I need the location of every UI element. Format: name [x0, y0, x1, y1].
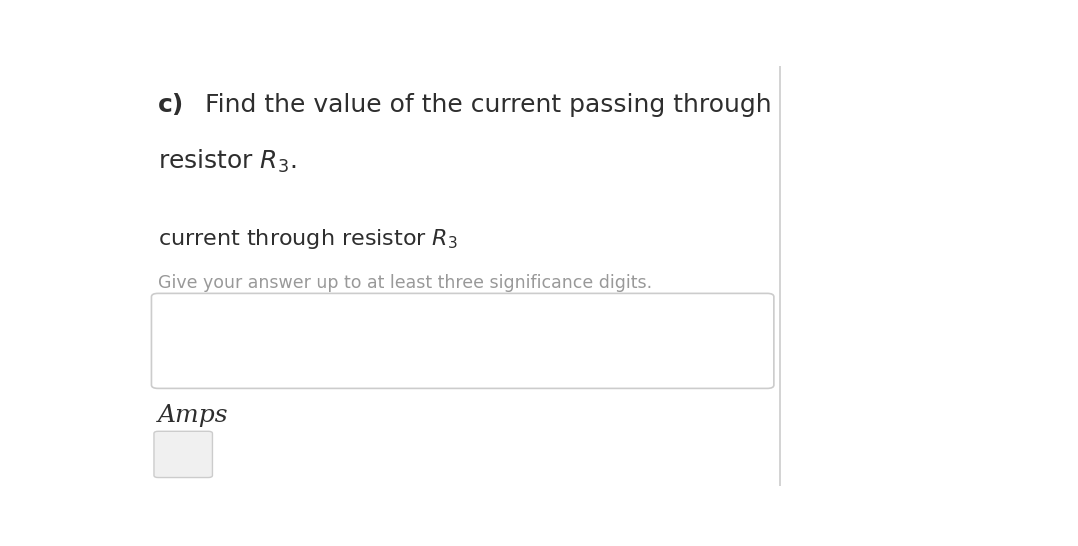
Text: Give your answer up to at least three significance digits.: Give your answer up to at least three si…	[158, 274, 652, 292]
Text: resistor $R_3$.: resistor $R_3$.	[158, 147, 296, 175]
FancyBboxPatch shape	[154, 431, 212, 478]
Text: c): c)	[158, 93, 184, 117]
Text: current through resistor $R_3$: current through resistor $R_3$	[158, 227, 458, 251]
Text: Amps: Amps	[158, 404, 229, 427]
Text: Find the value of the current passing through: Find the value of the current passing th…	[197, 93, 772, 117]
FancyBboxPatch shape	[151, 293, 774, 388]
